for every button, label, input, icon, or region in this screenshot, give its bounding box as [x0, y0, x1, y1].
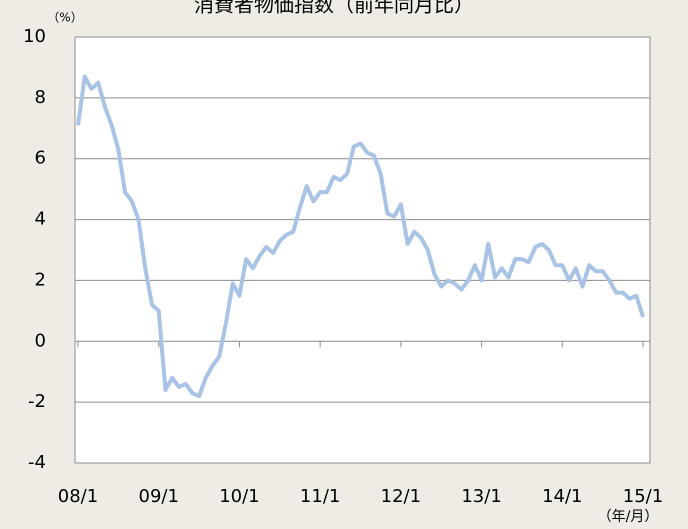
x-tick-label: 09/1	[139, 486, 179, 507]
x-tick-label: 08/1	[58, 486, 98, 507]
y-tick-label: -2	[28, 391, 46, 412]
y-tick-label: 2	[35, 269, 46, 290]
x-tick-label: 15/1	[623, 486, 663, 507]
y-unit: （%）	[47, 11, 82, 25]
plot-border	[74, 36, 651, 464]
x-tick-label: 14/1	[542, 486, 582, 507]
x-tick-label: 11/1	[300, 486, 340, 507]
y-tick-label: 4	[35, 209, 46, 230]
y-tick-label: 10	[23, 26, 46, 47]
x-tick-label: 13/1	[461, 486, 501, 507]
y-tick-label: -4	[28, 452, 46, 473]
chart-title: 消費者物価指数（前年同月比）	[194, 0, 474, 17]
data-line	[76, 74, 645, 399]
plot-area	[75, 37, 650, 463]
x-unit: （年/月）	[598, 509, 659, 525]
x-tick-label: 12/1	[381, 486, 421, 507]
y-tick-label: 0	[35, 330, 46, 351]
y-tick-label: 6	[35, 148, 46, 169]
y-tick-label: 8	[35, 87, 46, 108]
x-tick-label: 10/1	[219, 486, 259, 507]
